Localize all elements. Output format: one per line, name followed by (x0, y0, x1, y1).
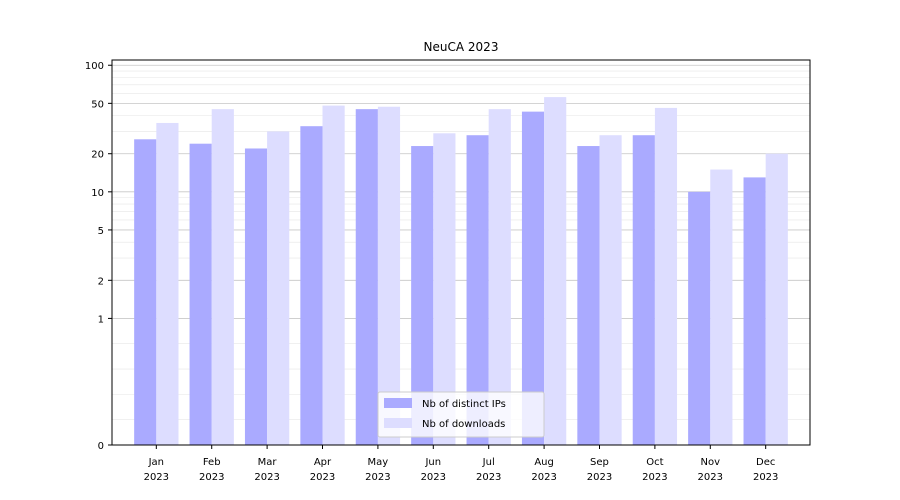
bars (134, 97, 788, 446)
y-tick-label: 1 (98, 314, 104, 325)
bar-distinct-ips (355, 109, 378, 446)
bar-distinct-ips (411, 146, 434, 445)
x-tick-label: Mar 2023 (254, 457, 279, 483)
bar-distinct-ips (300, 126, 323, 446)
y-tick-label: 5 (98, 226, 104, 237)
x-tick-label: Apr 2023 (310, 457, 335, 483)
legend-swatch (384, 398, 412, 408)
y-tick-label: 100 (85, 61, 104, 72)
y-axis: 0 1 2 5 10 20 50 100 (85, 61, 112, 452)
bar-distinct-ips (244, 148, 268, 445)
bar-downloads (765, 153, 788, 446)
bar-downloads (544, 97, 567, 446)
x-tick-label: Dec 2023 (753, 457, 778, 483)
bar-downloads (211, 109, 234, 446)
x-tick-label: Oct 2023 (642, 457, 667, 483)
plot-area-frame (111, 59, 811, 446)
bar-downloads (433, 133, 456, 445)
bar-distinct-ips (466, 135, 489, 445)
bar-distinct-ips (688, 191, 711, 445)
bar-distinct-ips (577, 146, 600, 445)
bar-distinct-ips (134, 139, 157, 445)
bar-distinct-ips (521, 111, 545, 445)
x-tick-label: May 2023 (365, 457, 390, 483)
bar-downloads (710, 169, 733, 445)
x-axis: Jan 2023 Feb 2023 Mar 2023 Apr 2023 May 2023 Jun 20… (144, 445, 778, 483)
legend-label: Nb of distinct IPs (422, 399, 506, 410)
bar-downloads (322, 105, 345, 446)
bar-distinct-ips (632, 135, 655, 445)
x-tick-label: Aug 2023 (531, 457, 556, 483)
x-tick-label: Jan 2023 (144, 457, 169, 483)
bar-downloads (377, 106, 401, 445)
chart-title: NeuCA 2023 (424, 40, 499, 54)
bar-downloads (654, 107, 678, 446)
y-tick-label: 10 (91, 188, 104, 199)
x-tick-label: Feb 2023 (199, 457, 224, 483)
legend: Nb of distinct IPs Nb of downloads (377, 391, 545, 438)
bar-distinct-ips (743, 177, 766, 446)
x-tick-label: Sep 2023 (587, 457, 612, 483)
legend-swatch (384, 418, 412, 428)
y-tick-label: 0 (98, 441, 104, 452)
legend-label: Nb of downloads (422, 419, 505, 430)
y-tick-label: 20 (91, 150, 104, 161)
bar-downloads (488, 109, 511, 446)
bar-downloads (599, 135, 622, 445)
y-tick-label: 2 (98, 276, 104, 287)
bar-downloads (267, 131, 290, 445)
x-tick-label: Nov 2023 (698, 457, 723, 483)
bar-distinct-ips (189, 143, 212, 445)
x-tick-label: Jun 2023 (421, 457, 446, 483)
legend-box (377, 391, 545, 438)
x-tick-label: Jul 2023 (476, 457, 501, 483)
y-tick-label: 50 (91, 99, 104, 110)
bar-downloads (156, 122, 179, 445)
